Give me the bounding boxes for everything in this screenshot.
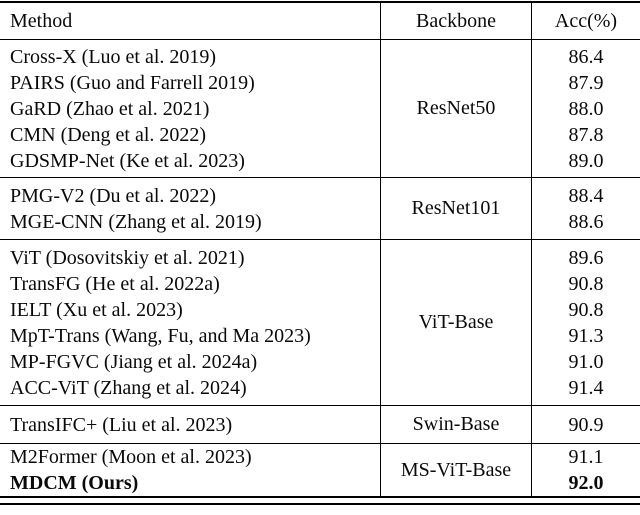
method-cell: IELT (Xu et al. 2023) (10, 298, 183, 321)
header-backbone: Backbone (380, 3, 531, 39)
method-cell: GaRD (Zhao et al. 2021) (10, 97, 210, 120)
table-header-row: Method Backbone Acc(%) (0, 3, 640, 40)
method-cell: PMG-V2 (Du et al. 2022) (10, 184, 217, 207)
backbone-cell: ResNet50 (380, 40, 531, 177)
method-column: M2Former (Moon et al. 2023) MDCM (Ours) (0, 444, 380, 496)
table-section-resnet101: PMG-V2 (Du et al. 2022) MGE-CNN (Zhang e… (0, 178, 640, 240)
method-cell: MP-FGVC (Jiang et al. 2024a) (10, 350, 258, 373)
table-section-vit-base: ViT (Dosovitskiy et al. 2021) TransFG (H… (0, 240, 640, 406)
acc-cell: 89.6 (568, 246, 604, 269)
acc-cell: 91.0 (568, 350, 604, 373)
table-bottom-rule (0, 497, 640, 505)
acc-cell: 88.4 (568, 184, 604, 207)
method-cell: PAIRS (Guo and Farrell 2019) (10, 71, 255, 94)
acc-column: 90.9 (531, 406, 640, 443)
acc-cell: 90.8 (568, 272, 604, 295)
method-cell: CMN (Deng et al. 2022) (10, 123, 207, 146)
method-cell: MpT-Trans (Wang, Fu, and Ma 2023) (10, 324, 311, 347)
acc-column: 91.1 92.0 (531, 444, 640, 496)
table-section-swin-base: TransIFC+ (Liu et al. 2023) Swin-Base 90… (0, 406, 640, 444)
method-cell: MGE-CNN (Zhang et al. 2019) (10, 210, 262, 233)
acc-column: 86.4 87.9 88.0 87.8 89.0 (531, 40, 640, 177)
results-table: Method Backbone Acc(%) Cross-X (Luo et a… (0, 1, 640, 505)
backbone-cell: ViT-Base (380, 240, 531, 405)
acc-cell: 90.8 (568, 298, 604, 321)
acc-cell: 87.9 (568, 71, 604, 94)
method-column: Cross-X (Luo et al. 2019) PAIRS (Guo and… (0, 40, 380, 177)
method-cell: TransFG (He et al. 2022a) (10, 272, 220, 295)
acc-cell: 88.6 (568, 210, 604, 233)
acc-cell: 90.9 (568, 413, 604, 436)
acc-column: 89.6 90.8 90.8 91.3 91.0 91.4 (531, 240, 640, 405)
method-cell: GDSMP-Net (Ke et al. 2023) (10, 149, 245, 172)
method-column: ViT (Dosovitskiy et al. 2021) TransFG (H… (0, 240, 380, 405)
method-cell: M2Former (Moon et al. 2023) (10, 446, 252, 468)
backbone-cell: Swin-Base (380, 406, 531, 443)
acc-cell: 86.4 (568, 45, 604, 68)
acc-cell: 91.4 (568, 376, 604, 399)
method-column: PMG-V2 (Du et al. 2022) MGE-CNN (Zhang e… (0, 178, 380, 239)
header-acc: Acc(%) (531, 3, 640, 39)
header-method: Method (10, 9, 73, 32)
acc-column: 88.4 88.6 (531, 178, 640, 239)
table-section-ms-vit-base: M2Former (Moon et al. 2023) MDCM (Ours) … (0, 444, 640, 497)
method-cell-ours: MDCM (Ours) (10, 472, 139, 494)
method-cell: TransIFC+ (Liu et al. 2023) (10, 413, 233, 436)
backbone-cell: MS-ViT-Base (380, 444, 531, 496)
acc-cell-ours: 92.0 (568, 472, 604, 494)
method-cell: ViT (Dosovitskiy et al. 2021) (10, 246, 245, 269)
method-cell: Cross-X (Luo et al. 2019) (10, 45, 217, 68)
acc-cell: 91.1 (568, 446, 604, 468)
table-section-resnet50: Cross-X (Luo et al. 2019) PAIRS (Guo and… (0, 40, 640, 178)
acc-cell: 88.0 (568, 97, 604, 120)
method-cell: ACC-ViT (Zhang et al. 2024) (10, 376, 247, 399)
acc-cell: 91.3 (568, 324, 604, 347)
method-column: TransIFC+ (Liu et al. 2023) (0, 406, 380, 443)
acc-cell: 87.8 (568, 123, 604, 146)
acc-cell: 89.0 (568, 149, 604, 172)
backbone-cell: ResNet101 (380, 178, 531, 239)
